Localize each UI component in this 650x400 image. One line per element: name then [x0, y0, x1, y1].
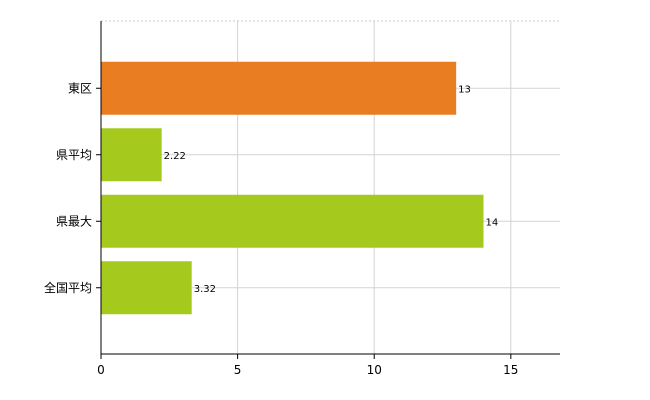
bar	[101, 128, 162, 182]
data-label: 2.22	[164, 151, 186, 162]
x-tick-label: 0	[97, 363, 105, 377]
ticks	[96, 87, 512, 359]
category-label: 東区	[68, 81, 92, 95]
x-tick-label: 15	[503, 363, 518, 377]
data-label: 3.32	[194, 284, 216, 295]
labels: 0 5 10 15 東区 13 県平均 2.22 県最大 14 全国平均 3.32	[44, 81, 518, 377]
category-label: 県平均	[56, 148, 92, 162]
bar	[101, 194, 484, 248]
category-label: 全国平均	[44, 280, 92, 295]
bars	[101, 61, 484, 315]
category-label: 県最大	[56, 214, 92, 228]
bar	[101, 261, 192, 315]
data-label: 13	[458, 84, 471, 95]
x-tick-label: 5	[234, 363, 242, 377]
axes	[100, 21, 560, 355]
bar	[101, 61, 457, 115]
x-tick-label: 10	[367, 363, 382, 377]
data-label: 14	[486, 217, 499, 228]
